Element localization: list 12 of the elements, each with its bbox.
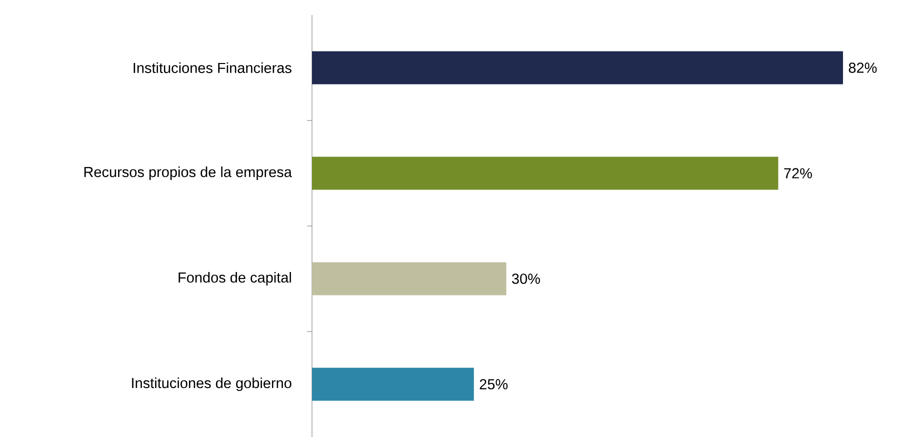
bar <box>312 51 843 84</box>
bar <box>312 262 506 296</box>
data-label: 72% <box>784 168 812 178</box>
bar <box>312 156 778 190</box>
data-label: 25% <box>480 379 508 390</box>
data-label: 30% <box>512 274 540 284</box>
data-label: 82% <box>848 62 877 73</box>
y-tick-label: Recursos propios de la empresa <box>84 166 292 180</box>
y-tick-label: Instituciones de gobierno <box>132 378 292 392</box>
y-tick-label: Fondos de capital <box>178 272 291 286</box>
y-tick-label: Instituciones Financieras <box>134 62 292 74</box>
bar <box>312 368 474 401</box>
